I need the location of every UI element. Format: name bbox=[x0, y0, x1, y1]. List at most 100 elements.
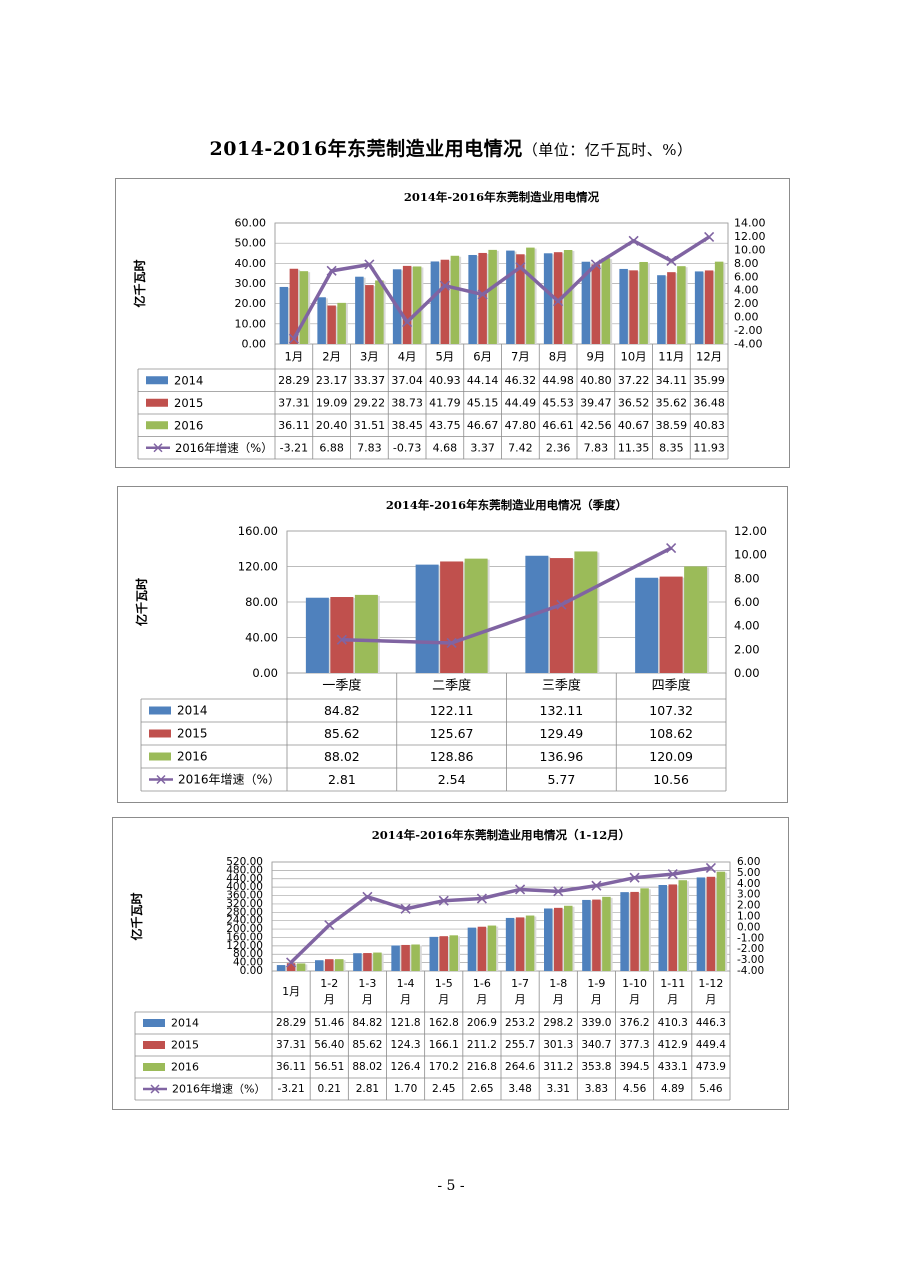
category-label: 月 bbox=[400, 993, 411, 1006]
y-tick-label: 80.00 bbox=[245, 595, 278, 609]
table-cell: 33.37 bbox=[354, 374, 386, 387]
table-cell: 43.75 bbox=[429, 419, 461, 432]
chart-title: 2014年-2016年东莞制造业用电情况（季度） bbox=[386, 498, 627, 512]
bar-2014-11 bbox=[694, 271, 704, 344]
bar-2015-6 bbox=[515, 917, 525, 971]
growth-point-9 bbox=[629, 872, 640, 883]
category-label: 1-9 bbox=[587, 977, 605, 990]
bar-2015-3 bbox=[659, 576, 683, 673]
table-cell: 44.98 bbox=[542, 374, 574, 387]
table-cell: 376.2 bbox=[620, 1017, 650, 1029]
table-cell: 40.93 bbox=[429, 374, 461, 387]
category-label: 1-10 bbox=[622, 977, 647, 990]
category-label: 月 bbox=[553, 993, 564, 1006]
table-cell: 7.42 bbox=[508, 441, 533, 454]
category-label: 1月 bbox=[282, 985, 300, 998]
table-cell: 412.9 bbox=[658, 1039, 688, 1051]
category-label: 12月 bbox=[696, 350, 722, 364]
y2-tick-label: 8.00 bbox=[734, 257, 759, 270]
category-label: 1-6 bbox=[473, 977, 491, 990]
category-label: 四季度 bbox=[652, 678, 691, 694]
data-table bbox=[134, 971, 731, 1101]
table-cell: 42.56 bbox=[580, 419, 612, 432]
y2-tick-label: 10.00 bbox=[734, 548, 767, 562]
y-tick-label: 40.00 bbox=[235, 257, 267, 270]
bar-2016-0 bbox=[299, 271, 309, 344]
y2-tick-label: 12.00 bbox=[734, 230, 766, 243]
category-label: 1-4 bbox=[397, 977, 415, 990]
category-label: 三季度 bbox=[542, 678, 581, 694]
bar-2014-3 bbox=[391, 945, 400, 971]
category-label: 2月 bbox=[322, 350, 341, 364]
table-cell: 29.22 bbox=[354, 396, 386, 409]
legend-key-marker bbox=[156, 774, 166, 785]
bar-2016-9 bbox=[640, 888, 649, 971]
table-cell: 56.40 bbox=[314, 1039, 344, 1051]
y-tick-label: 120.00 bbox=[238, 560, 278, 574]
bar-2016-11 bbox=[714, 261, 724, 344]
y2-tick-label: 5.00 bbox=[737, 867, 760, 879]
y-axis-label: 亿千瓦时 bbox=[134, 578, 149, 626]
table-cell: 45.15 bbox=[467, 396, 499, 409]
y-tick-label: 440.00 bbox=[226, 873, 263, 885]
y2-tick-label: 6.00 bbox=[734, 270, 759, 283]
table-cell: 36.11 bbox=[278, 419, 310, 432]
y-tick-label: 60.00 bbox=[235, 217, 267, 230]
table-cell: 41.79 bbox=[429, 396, 461, 409]
bar-2014-0 bbox=[305, 597, 329, 673]
quarterly-chart-panel: 2014年-2016年东莞制造业用电情况（季度） 亿千瓦时 0.00 40.00 80.… bbox=[117, 486, 788, 803]
bar-2015-10 bbox=[667, 272, 676, 344]
bar-2015-0 bbox=[289, 268, 299, 344]
y-tick-label: 50.00 bbox=[235, 237, 267, 250]
table-cell: 40.83 bbox=[693, 419, 725, 432]
table-cell: 253.2 bbox=[505, 1017, 535, 1029]
bar-2015-7 bbox=[554, 907, 563, 971]
growth-point-2 bbox=[556, 599, 567, 610]
table-cell: 1.70 bbox=[394, 1083, 417, 1095]
category-label: 月 bbox=[629, 993, 640, 1006]
legend-key-2014 bbox=[149, 706, 171, 715]
bar-2015-8 bbox=[591, 264, 601, 344]
legend-key-2016 bbox=[143, 1063, 165, 1071]
table-cell: 446.3 bbox=[696, 1017, 726, 1029]
table-cell: 2.65 bbox=[470, 1083, 493, 1095]
legend-label: 2016年增速（%） bbox=[172, 1082, 265, 1096]
bar-2014-5 bbox=[467, 927, 477, 971]
table-cell: 6.88 bbox=[319, 441, 344, 454]
bar-2014-7 bbox=[544, 908, 553, 971]
legend-key-marker bbox=[150, 1084, 160, 1094]
bar-2015-5 bbox=[477, 926, 487, 971]
bar-2016-2 bbox=[574, 551, 598, 673]
category-label: 1-11 bbox=[660, 977, 685, 990]
table-cell: 11.93 bbox=[693, 441, 725, 454]
bar-2016-7 bbox=[564, 905, 573, 971]
bar-2016-6 bbox=[526, 247, 535, 344]
y-tick-label: 400.00 bbox=[226, 881, 263, 893]
category-label: 月 bbox=[667, 993, 678, 1006]
y-tick-label: 360.00 bbox=[226, 890, 263, 902]
growth-point-7 bbox=[553, 296, 564, 307]
growth-point-6 bbox=[515, 884, 526, 895]
bar-2016-8 bbox=[601, 258, 611, 344]
growth-point-8 bbox=[590, 259, 601, 270]
category-label: 1-3 bbox=[358, 977, 376, 990]
growth-point-11 bbox=[704, 231, 715, 242]
bar-2014-1 bbox=[317, 297, 326, 344]
growth-point-2 bbox=[364, 259, 375, 270]
table-cell: 4.56 bbox=[623, 1083, 647, 1095]
bar-2015-1 bbox=[325, 959, 334, 971]
legend-label: 2016年增速（%） bbox=[178, 773, 280, 787]
table-cell: 56.51 bbox=[314, 1061, 344, 1073]
table-cell: 206.9 bbox=[467, 1017, 497, 1029]
y2-tick-label: 2.00 bbox=[734, 297, 759, 310]
bar-2014-11 bbox=[696, 877, 706, 971]
page-number: - 5 - bbox=[437, 1178, 465, 1194]
bar-2016-3 bbox=[412, 266, 422, 344]
bar-2015-2 bbox=[549, 558, 573, 673]
bar-2014-6 bbox=[505, 917, 515, 971]
legend-label: 2015 bbox=[174, 396, 203, 410]
category-label: 3月 bbox=[360, 350, 379, 364]
bar-2015-3 bbox=[401, 944, 410, 971]
bar-2016-10 bbox=[677, 266, 686, 344]
table-cell: 4.68 bbox=[433, 441, 458, 454]
